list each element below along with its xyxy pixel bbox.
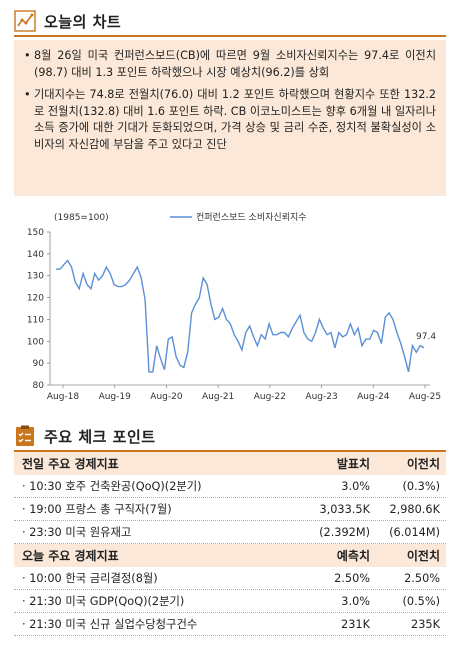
bullet-dot: • [24, 49, 31, 62]
y-tick-label: 130 [27, 272, 44, 282]
header-name: 전일 주요 경제지표 [22, 457, 119, 471]
section-divider [14, 450, 446, 452]
row-name: · 21:30 미국 신규 실업수당청구건수 [22, 618, 198, 631]
row-forecast: 2.50% [334, 571, 370, 585]
x-tick-label: Aug-22 [254, 392, 286, 402]
section-header-today-chart: 오늘의 차트 [14, 8, 121, 34]
summary-bullet: • 8월 26일 미국 컨퍼런스보드(CB)에 따르면 9월 소비자신뢰지수는 … [24, 48, 436, 81]
today-indicators-table: 오늘 주요 경제지표 예측치 이전치 · 10:00 한국 금리결정(8월) 2… [14, 544, 446, 636]
y-tick-label: 80 [33, 381, 45, 391]
row-previous: 2,980.6K [389, 502, 440, 516]
last-value-label: 97.4 [416, 332, 436, 342]
x-tick-label: Aug-19 [99, 392, 132, 402]
row-name: · 10:00 한국 금리결정(8월) [22, 572, 158, 585]
x-tick-label: Aug-21 [202, 392, 234, 402]
row-actual: (2.392M) [319, 525, 370, 539]
series-line [56, 259, 425, 373]
table-row: · 23:30 미국 원유재고 (2.392M) (6.014M) [14, 521, 446, 544]
row-previous: (0.3%) [402, 479, 440, 493]
x-tick-label: Aug-23 [305, 392, 337, 402]
table-row: · 19:00 프랑스 총 구직자(7월) 3,033.5K 2,980.6K [14, 498, 446, 521]
table-header: 오늘 주요 경제지표 예측치 이전치 [14, 544, 446, 567]
row-actual: 3,033.5K [319, 502, 370, 516]
section-title: 오늘의 차트 [44, 12, 122, 31]
y-tick-label: 90 [33, 359, 45, 369]
row-name-text: 10:00 한국 금리결정(8월) [29, 572, 158, 585]
table-row: · 10:00 한국 금리결정(8월) 2.50% 2.50% [14, 567, 446, 590]
unit-label: (1985=100) [54, 213, 109, 223]
row-forecast: 231K [341, 617, 370, 631]
row-name-text: 23:30 미국 원유재고 [29, 526, 132, 539]
table-row: · 10:30 호주 건축완공(QoQ)(2분기) 3.0% (0.3%) [14, 475, 446, 498]
header-col3: 이전치 [406, 457, 440, 471]
row-name: · 19:00 프랑스 총 구직자(7월) [22, 503, 172, 516]
header-col2: 예측치 [336, 549, 370, 563]
bullet-dot: • [24, 88, 31, 101]
header-col2: 발표치 [336, 457, 370, 471]
row-name-text: 21:30 미국 신규 실업수당청구건수 [29, 618, 198, 631]
legend-label: 컨퍼런스보드 소비자신뢰지수 [196, 212, 307, 223]
summary-box: • 8월 26일 미국 컨퍼런스보드(CB)에 따르면 9월 소비자신뢰지수는 … [14, 40, 446, 196]
row-previous: (6.014M) [389, 525, 440, 539]
y-tick-label: 110 [27, 315, 44, 325]
line-chart-icon [14, 10, 36, 32]
bullet-text: 기대지수는 74.8로 전월치(76.0) 대비 1.2 포인트 하락했으며 현… [34, 88, 436, 151]
row-previous: 2.50% [404, 571, 440, 585]
checklist-icon [16, 425, 34, 446]
header-col3: 이전치 [406, 549, 440, 563]
row-name-text: 21:30 미국 GDP(QoQ)(2분기) [29, 595, 185, 608]
section-divider [14, 35, 446, 37]
table-row: · 21:30 미국 신규 실업수당청구건수 231K 235K [14, 613, 446, 636]
row-actual: 3.0% [341, 479, 370, 493]
section-title: 주요 체크 포인트 [44, 427, 156, 446]
y-tick-label: 150 [27, 228, 44, 238]
y-tick-label: 140 [27, 250, 44, 260]
bullet-text: 8월 26일 미국 컨퍼런스보드(CB)에 따르면 9월 소비자신뢰지수는 97… [34, 49, 436, 79]
header-name: 오늘 주요 경제지표 [22, 549, 119, 563]
table-row: · 21:30 미국 GDP(QoQ)(2분기) 3.0% (0.5%) [14, 590, 446, 613]
consumer-confidence-chart: (1985=100) 컨퍼런스보드 소비자신뢰지수 80 90 100 110 120 1… [27, 212, 441, 402]
row-name: · 21:30 미국 GDP(QoQ)(2분기) [22, 595, 185, 608]
row-name: · 23:30 미국 원유재고 [22, 526, 132, 539]
row-name-text: 19:00 프랑스 총 구직자(7월) [29, 503, 172, 516]
y-tick-label: 100 [27, 337, 44, 347]
row-forecast: 3.0% [341, 594, 370, 608]
section-header-checkpoints: 주요 체크 포인트 [14, 423, 156, 449]
prev-indicators-table: 전일 주요 경제지표 발표치 이전치 · 10:30 호주 건축완공(QoQ)(… [14, 452, 446, 544]
x-tick-label: Aug-24 [357, 392, 390, 402]
table-header: 전일 주요 경제지표 발표치 이전치 [14, 452, 446, 475]
x-tick-label: Aug-18 [47, 392, 80, 402]
row-previous: (0.5%) [402, 594, 440, 608]
row-previous: 235K [411, 617, 440, 631]
row-name-text: 10:30 호주 건축완공(QoQ)(2분기) [29, 480, 202, 493]
row-name: · 10:30 호주 건축완공(QoQ)(2분기) [22, 480, 202, 493]
x-tick-label: Aug-20 [150, 392, 183, 402]
summary-bullet: • 기대지수는 74.8로 전월치(76.0) 대비 1.2 포인트 하락했으며… [24, 87, 436, 153]
y-tick-label: 120 [27, 294, 44, 304]
x-tick-label: Aug-25 [409, 392, 441, 402]
